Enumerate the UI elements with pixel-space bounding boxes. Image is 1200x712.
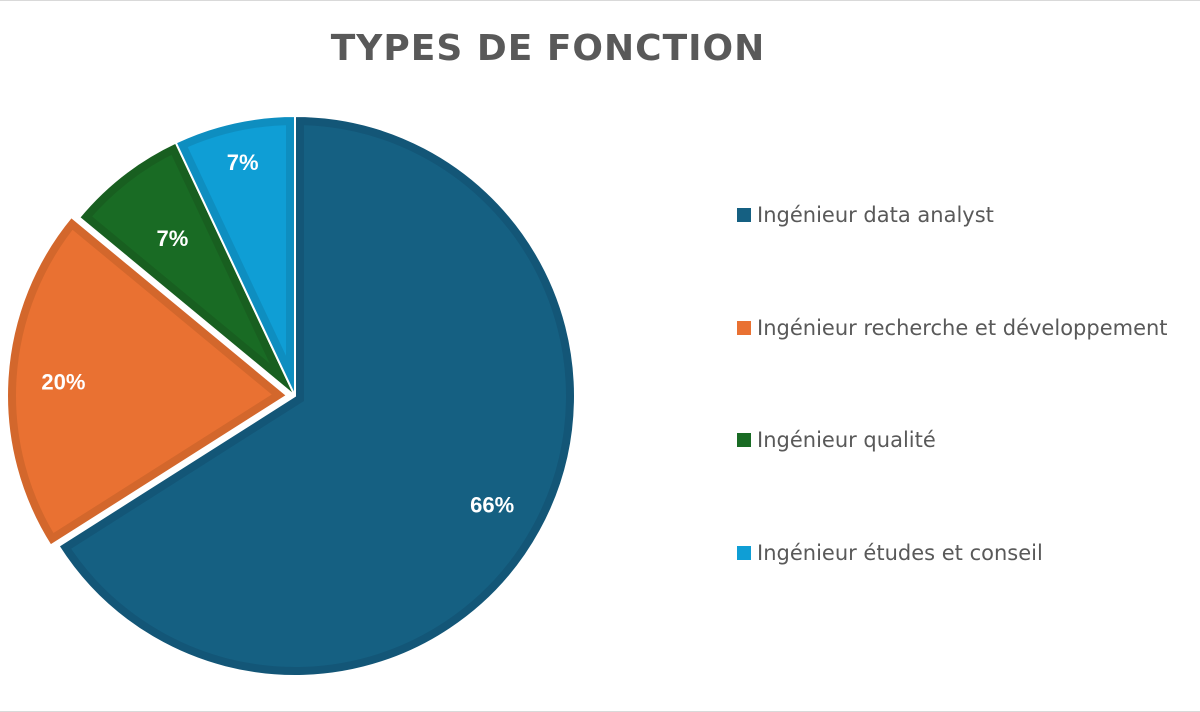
legend-item-qualite: Ingénieur qualité — [737, 428, 936, 452]
legend-swatch — [737, 546, 751, 560]
legend-swatch — [737, 433, 751, 447]
slice-separator — [174, 114, 296, 397]
legend-item-recherche: Ingénieur recherche et développement — [737, 316, 1168, 340]
data-label-3: 7% — [227, 150, 259, 175]
legend-label: Ingénieur recherche et développement — [757, 316, 1168, 340]
data-label-1: 20% — [41, 369, 85, 394]
legend-item-etudes: Ingénieur études et conseil — [737, 541, 1043, 565]
slice-separator — [77, 141, 296, 397]
slice-separator — [57, 114, 576, 677]
legend-label: Ingénieur data analyst — [757, 203, 994, 227]
legend-swatch — [737, 321, 751, 335]
slice-separator — [6, 215, 289, 547]
legend-label: Ingénieur qualité — [757, 428, 936, 452]
data-label-0: 66% — [470, 492, 514, 517]
data-label-2: 7% — [157, 226, 189, 251]
legend-swatch — [737, 208, 751, 222]
legend-label: Ingénieur études et conseil — [757, 541, 1043, 565]
chart-title: TYPES DE FONCTION — [330, 28, 766, 69]
legend-item-data-analyst: Ingénieur data analyst — [737, 203, 994, 227]
